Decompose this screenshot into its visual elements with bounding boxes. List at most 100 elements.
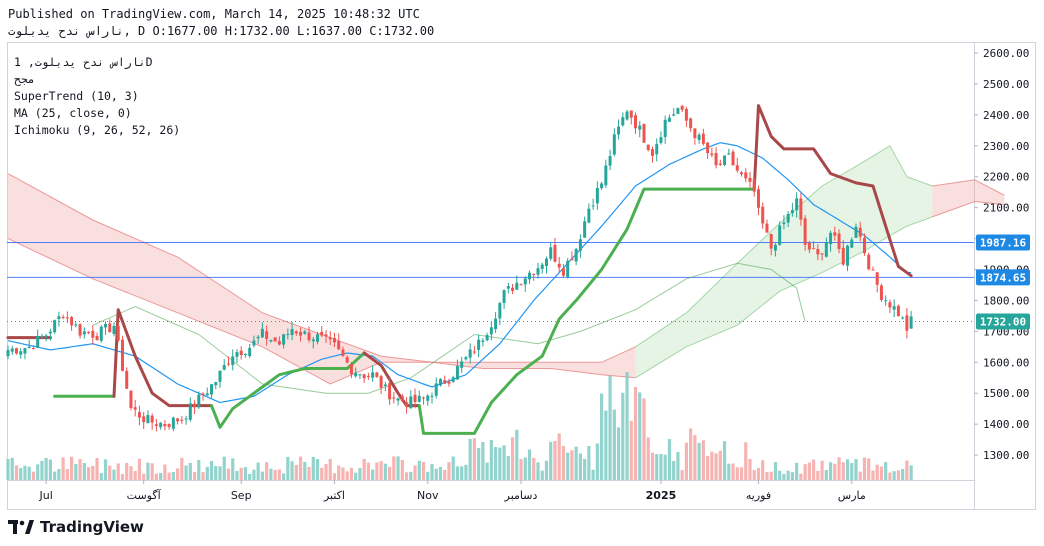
- candle-body: [40, 336, 44, 338]
- candle-body: [600, 183, 604, 189]
- candle-body: [553, 244, 557, 262]
- candle-body: [841, 247, 845, 265]
- y-tick-label: 2400.00: [983, 109, 1029, 122]
- volume-bar: [625, 372, 629, 480]
- candle-body: [540, 264, 544, 269]
- candle-body: [371, 372, 375, 378]
- candle-body: [383, 384, 387, 387]
- volume-bar: [799, 473, 803, 480]
- candle-body: [790, 210, 794, 213]
- volume-bar: [430, 464, 434, 480]
- candle-body: [617, 126, 621, 135]
- candle-body: [587, 208, 591, 223]
- candle-body: [193, 403, 197, 408]
- volume-bar: [845, 459, 850, 480]
- candle-body: [405, 402, 409, 407]
- candle-body: [290, 329, 294, 336]
- candle-body: [256, 336, 260, 339]
- candle-body: [409, 396, 413, 408]
- candle-body: [604, 165, 608, 186]
- candle-body: [53, 320, 57, 333]
- candle-body: [468, 349, 472, 358]
- candle-body: [460, 361, 464, 368]
- supertrend-up: [417, 187, 756, 435]
- candle-body: [277, 341, 281, 345]
- legend-indicator-supertrend[interactable]: SuperTrend (10, 3): [14, 89, 139, 103]
- candle-body: [829, 232, 833, 245]
- volume-bar: [99, 473, 103, 480]
- volume-bar: [706, 455, 710, 480]
- volume-bar: [523, 457, 527, 480]
- candle-body: [773, 244, 777, 251]
- candle-body: [451, 377, 455, 382]
- candle-body: [176, 418, 180, 422]
- volume-bar: [731, 463, 735, 480]
- candle-body: [74, 324, 78, 326]
- volume-bar: [659, 453, 663, 480]
- volume-bar: [786, 470, 790, 480]
- y-tick-label: 1800.00: [983, 294, 1029, 307]
- candle-body: [816, 249, 820, 255]
- volume-bar: [298, 456, 303, 480]
- legend-indicator-ichimoku[interactable]: Ichimoku (9, 26, 52, 26): [14, 123, 181, 137]
- time-axis[interactable]: Jul آگوست Sep اکتبر Nov دسامبر 2025 فوریه مارس: [39, 480, 866, 502]
- volume-bar: [735, 467, 739, 480]
- candle-body: [561, 268, 565, 276]
- volume-bar: [404, 472, 409, 480]
- candle-body: [133, 407, 137, 410]
- candle-body: [341, 349, 345, 356]
- volume-bar: [714, 453, 718, 480]
- volume-bar: [57, 469, 61, 480]
- volume-bar: [901, 468, 905, 480]
- candle-body: [718, 163, 722, 165]
- volume-bar: [260, 471, 264, 480]
- price-axis[interactable]: 2600.00 2500.00 2400.00 2300.00 2200.00 2100.…: [974, 47, 1029, 462]
- volume-bar: [896, 470, 900, 480]
- candle-body: [536, 268, 540, 275]
- candle-body: [595, 187, 599, 204]
- candle-body: [544, 258, 548, 267]
- volume-bar: [86, 467, 91, 480]
- candle-body: [519, 284, 523, 286]
- volume-bar: [460, 466, 464, 480]
- volume-bar: [388, 466, 392, 480]
- volume-bar: [112, 469, 116, 480]
- candle-body: [188, 403, 192, 420]
- candle-body: [320, 331, 324, 336]
- volume-bar: [867, 458, 871, 480]
- volume-bar: [510, 437, 515, 480]
- candle-body: [634, 115, 638, 129]
- volume-bar: [209, 460, 214, 480]
- volume-bar: [337, 465, 341, 480]
- candle-body: [142, 416, 146, 423]
- candle-body: [506, 286, 510, 289]
- candle-body: [650, 149, 654, 156]
- volume-bar: [769, 471, 773, 480]
- volume-bar: [892, 471, 896, 480]
- legend-indicator-ma[interactable]: MA (25, close, 0): [14, 106, 132, 120]
- volume-bar: [862, 457, 867, 480]
- candle-body: [61, 317, 65, 319]
- volume-bar: [366, 462, 370, 480]
- volume-bar: [748, 459, 752, 480]
- candle-body: [260, 328, 264, 338]
- volume-bar: [604, 410, 608, 480]
- legend-symbol[interactable]: ناراس ندح يدبلوت, 1D: [14, 55, 153, 69]
- volume-bar: [595, 443, 599, 480]
- volume-bar: [701, 440, 705, 480]
- ichimoku-cloud: [7, 145, 1005, 385]
- brand[interactable]: TradingView: [8, 518, 144, 536]
- candle-body: [511, 287, 515, 291]
- volume-bar: [265, 462, 269, 480]
- candle-body: [680, 105, 684, 110]
- volume-bar: [527, 449, 532, 480]
- candle-body: [879, 285, 883, 301]
- y-tick-label: 2100.00: [983, 202, 1029, 215]
- candle-body: [846, 245, 850, 266]
- volume-bar: [561, 445, 566, 480]
- volume-bar: [70, 456, 74, 480]
- candle-body: [303, 331, 307, 334]
- chart-legend: ناراس ندح يدبلوت, 1D مجح SuperTrend (10,…: [14, 54, 180, 139]
- candle-body: [837, 233, 841, 249]
